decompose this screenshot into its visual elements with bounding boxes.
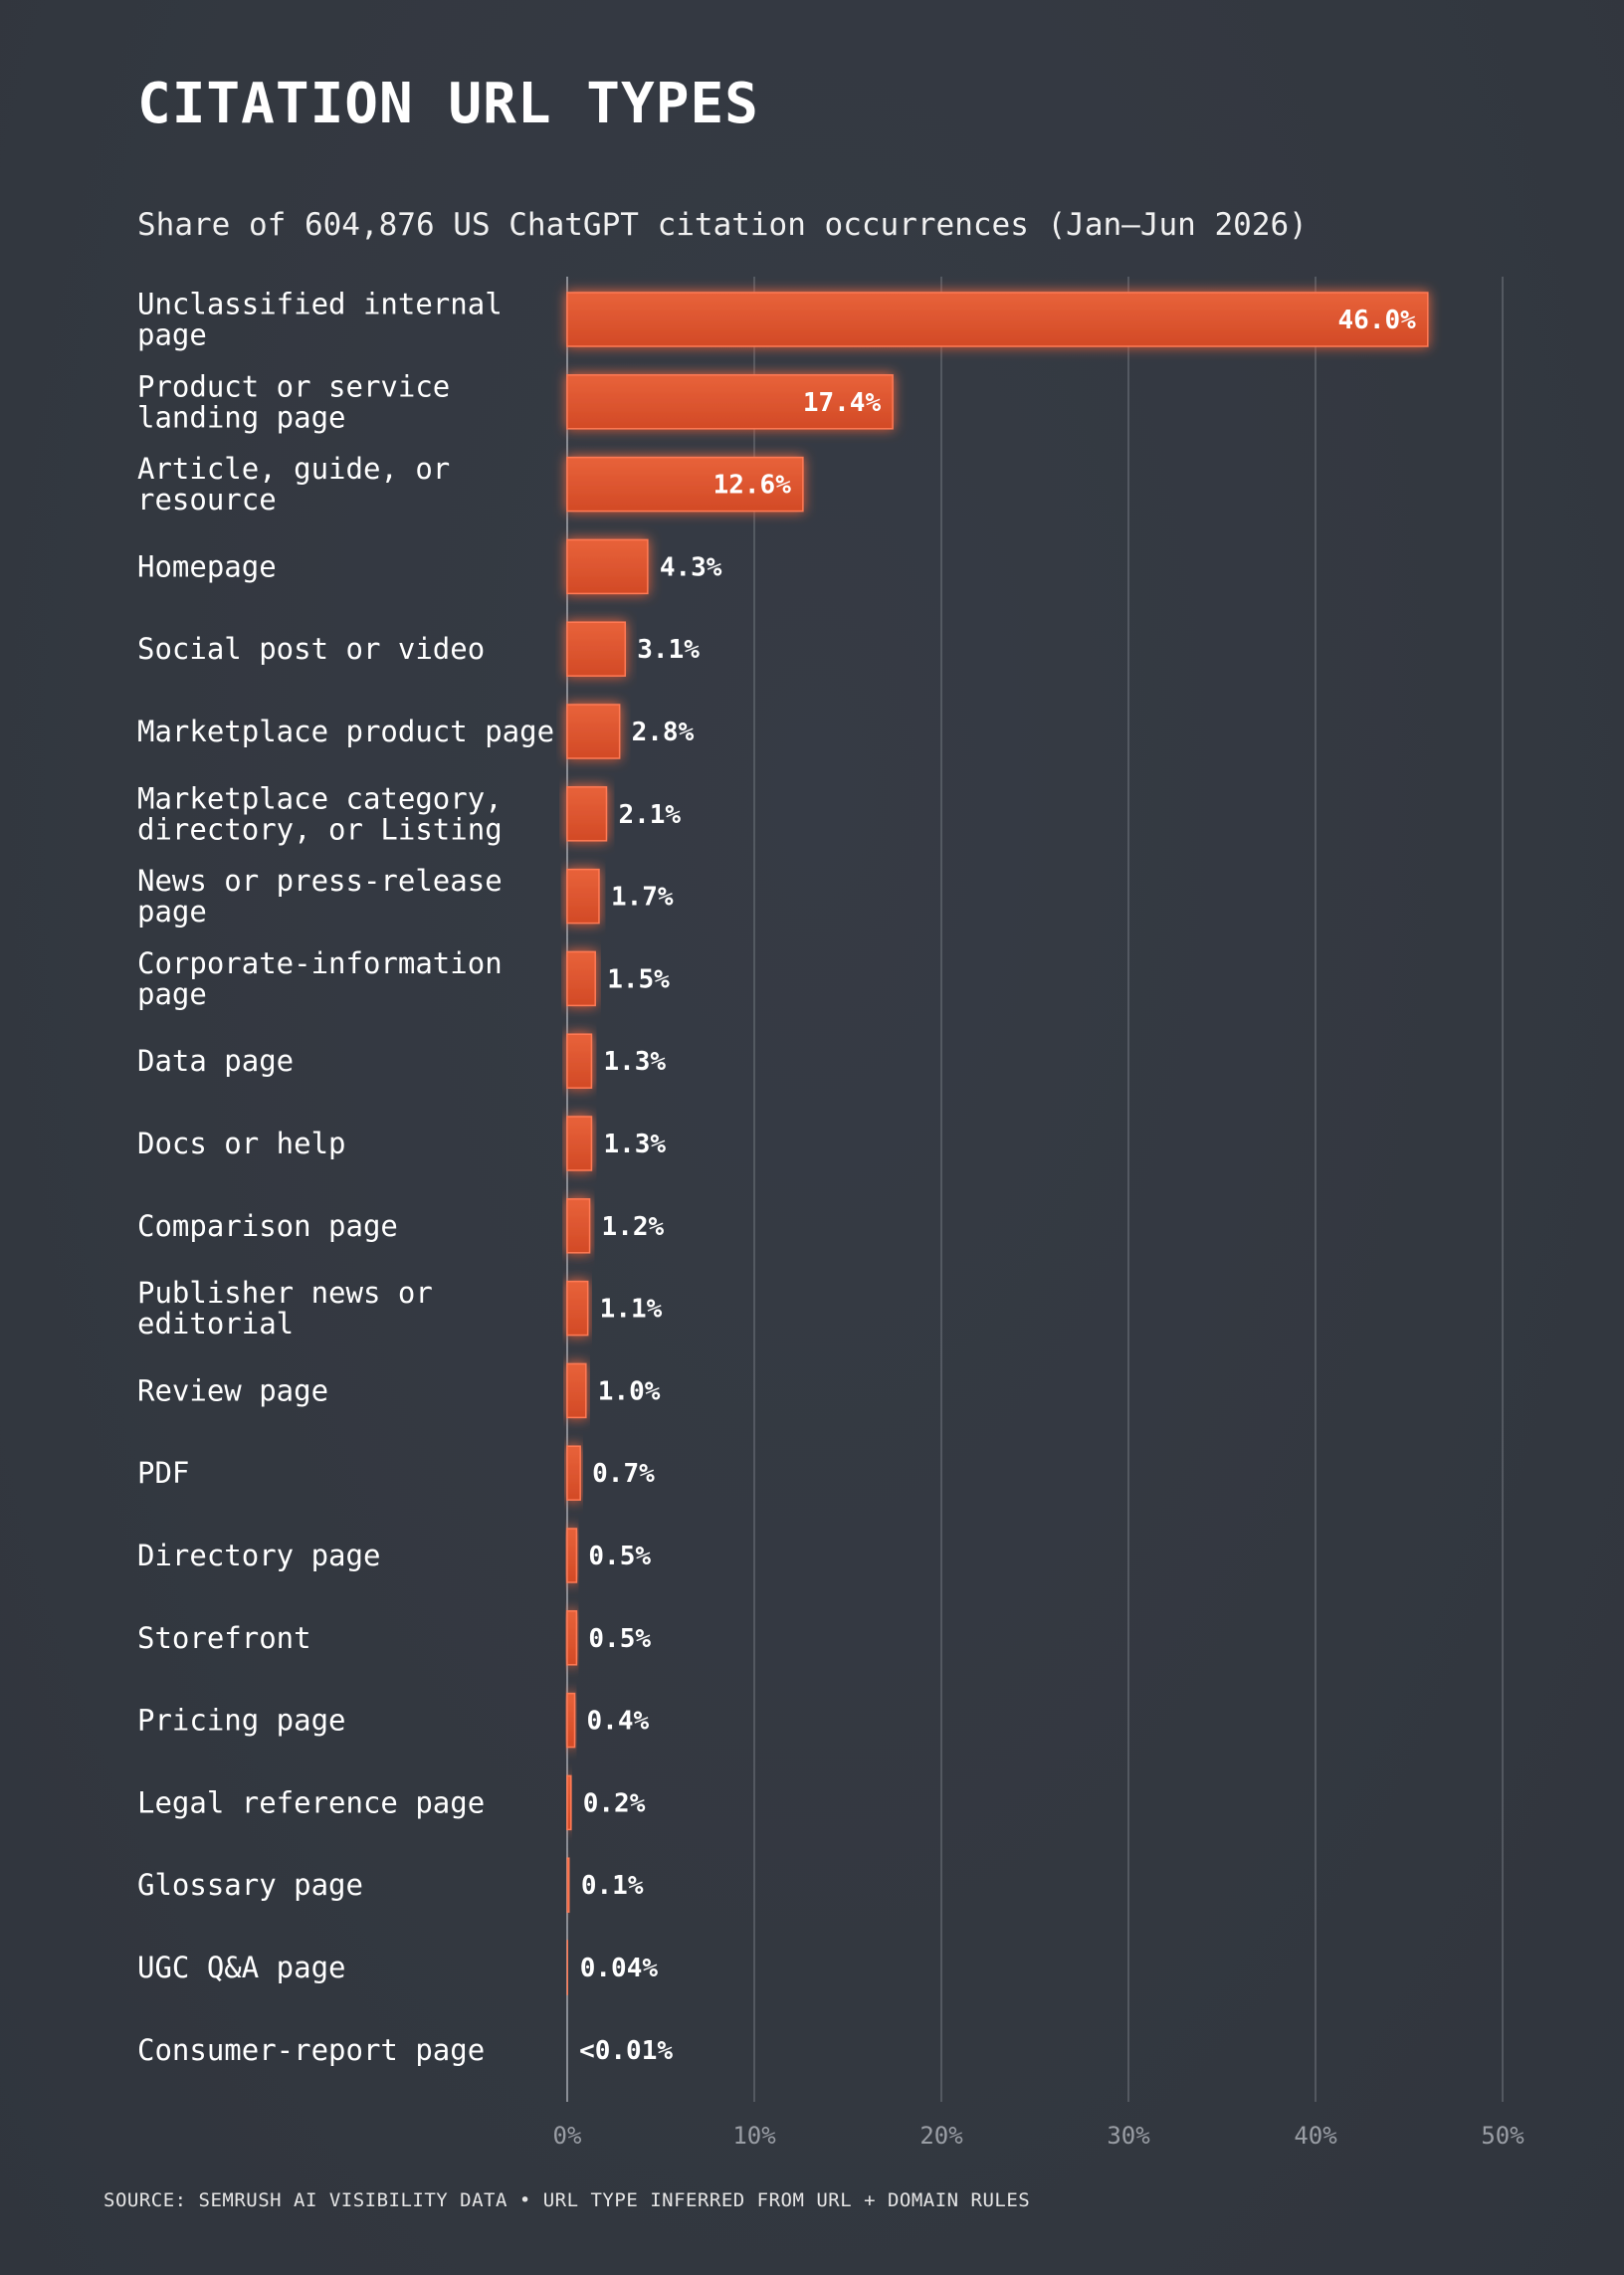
bar [566, 456, 804, 513]
bar [566, 1528, 578, 1583]
value-label: 1.7% [611, 883, 674, 913]
value-label: 1.1% [600, 1295, 663, 1325]
bar [566, 950, 596, 1007]
value-labels: 46.0% 17.4% 12.6% 4.3% 3.1% 2.8% 2.1% 1.7% 1.5% 1… [579, 306, 1416, 2066]
bar [566, 621, 627, 677]
chart-title: CITATION URL TYPES [137, 72, 759, 136]
category-label: Product or service landing page [137, 369, 450, 434]
category-label: Marketplace category, directory, or Listi… [137, 781, 503, 846]
x-tick-label: 40% [1294, 2122, 1337, 2150]
category-label: Pricing page [137, 1704, 346, 1738]
category-label: Social post or video [137, 632, 485, 666]
bar [566, 292, 1429, 347]
bar [566, 1280, 589, 1337]
category-label: News or press-release page [137, 864, 503, 929]
bar [566, 1692, 576, 1749]
chart-subtitle: Share of 604,876 US ChatGPT citation occ… [137, 207, 1308, 243]
grid-lines [566, 277, 1504, 2102]
category-label: Review page [137, 1373, 328, 1407]
category-label: Storefront [137, 1621, 311, 1655]
category-label: Docs or help [137, 1127, 346, 1160]
value-label: 0.2% [583, 1788, 646, 1818]
bar [566, 1857, 570, 1913]
category-label: Unclassified internal page [137, 288, 503, 352]
category-label: Legal reference page [137, 1785, 485, 1819]
x-tick-label: 50% [1481, 2122, 1524, 2150]
category-label: Publisher news or editorial [137, 1276, 433, 1341]
bar [566, 1362, 587, 1419]
bar [566, 1610, 578, 1666]
value-label: 1.2% [602, 1212, 665, 1242]
category-label: Corporate-information page [137, 946, 503, 1011]
bar [566, 1940, 569, 1995]
x-tick-label: 10% [732, 2122, 776, 2150]
value-label: 0.04% [580, 1954, 659, 1983]
value-label: 0.5% [588, 1542, 651, 1571]
value-label: 1.0% [598, 1376, 661, 1406]
source-note: SOURCE: SEMRUSH AI VISIBILITY DATA • URL… [103, 2189, 1031, 2211]
value-label: 1.5% [607, 964, 670, 994]
value-label: 2.8% [632, 718, 695, 747]
bar [566, 1116, 593, 1171]
category-label: Comparison page [137, 1209, 398, 1243]
category-label: Data page [137, 1044, 294, 1078]
bar [566, 704, 621, 759]
value-label: 12.6% [713, 471, 792, 501]
category-label: Marketplace product page [137, 715, 554, 748]
value-label: 0.4% [587, 1707, 650, 1737]
value-label: <0.01% [579, 2036, 673, 2066]
category-label: Article, guide, or resource [137, 452, 450, 517]
value-label: 0.5% [588, 1624, 651, 1654]
value-label: 1.3% [603, 1130, 666, 1159]
category-labels: Unclassified internal page Product or serv… [137, 288, 554, 2067]
bar [566, 868, 600, 925]
bar [566, 786, 608, 842]
category-label: Homepage [137, 549, 277, 583]
category-label: Glossary page [137, 1868, 363, 1902]
value-label: 3.1% [637, 635, 700, 665]
value-label: 0.1% [581, 1871, 644, 1901]
bar [566, 1774, 572, 1831]
category-label: PDF [137, 1456, 189, 1490]
category-label: Consumer-report page [137, 2033, 485, 2067]
x-tick-label: 20% [919, 2122, 963, 2150]
value-label: 0.7% [592, 1459, 655, 1489]
bar [566, 1033, 593, 1089]
bar [566, 1445, 581, 1501]
category-label: Directory page [137, 1539, 380, 1572]
bar [566, 1198, 591, 1254]
x-tick-label: 30% [1107, 2122, 1150, 2150]
value-label: 4.3% [660, 552, 722, 582]
bars [566, 292, 1429, 1995]
bar [566, 538, 649, 595]
value-label: 46.0% [1338, 306, 1417, 335]
category-label: UGC Q&A page [137, 1951, 346, 1984]
bar [566, 374, 894, 430]
value-label: 17.4% [803, 388, 882, 418]
value-label: 1.3% [603, 1047, 666, 1077]
x-axis-ticks: 0% 10% 20% 30% 40% 50% [553, 2122, 1525, 2150]
value-label: 2.1% [618, 800, 681, 830]
x-tick-label: 0% [553, 2122, 582, 2150]
